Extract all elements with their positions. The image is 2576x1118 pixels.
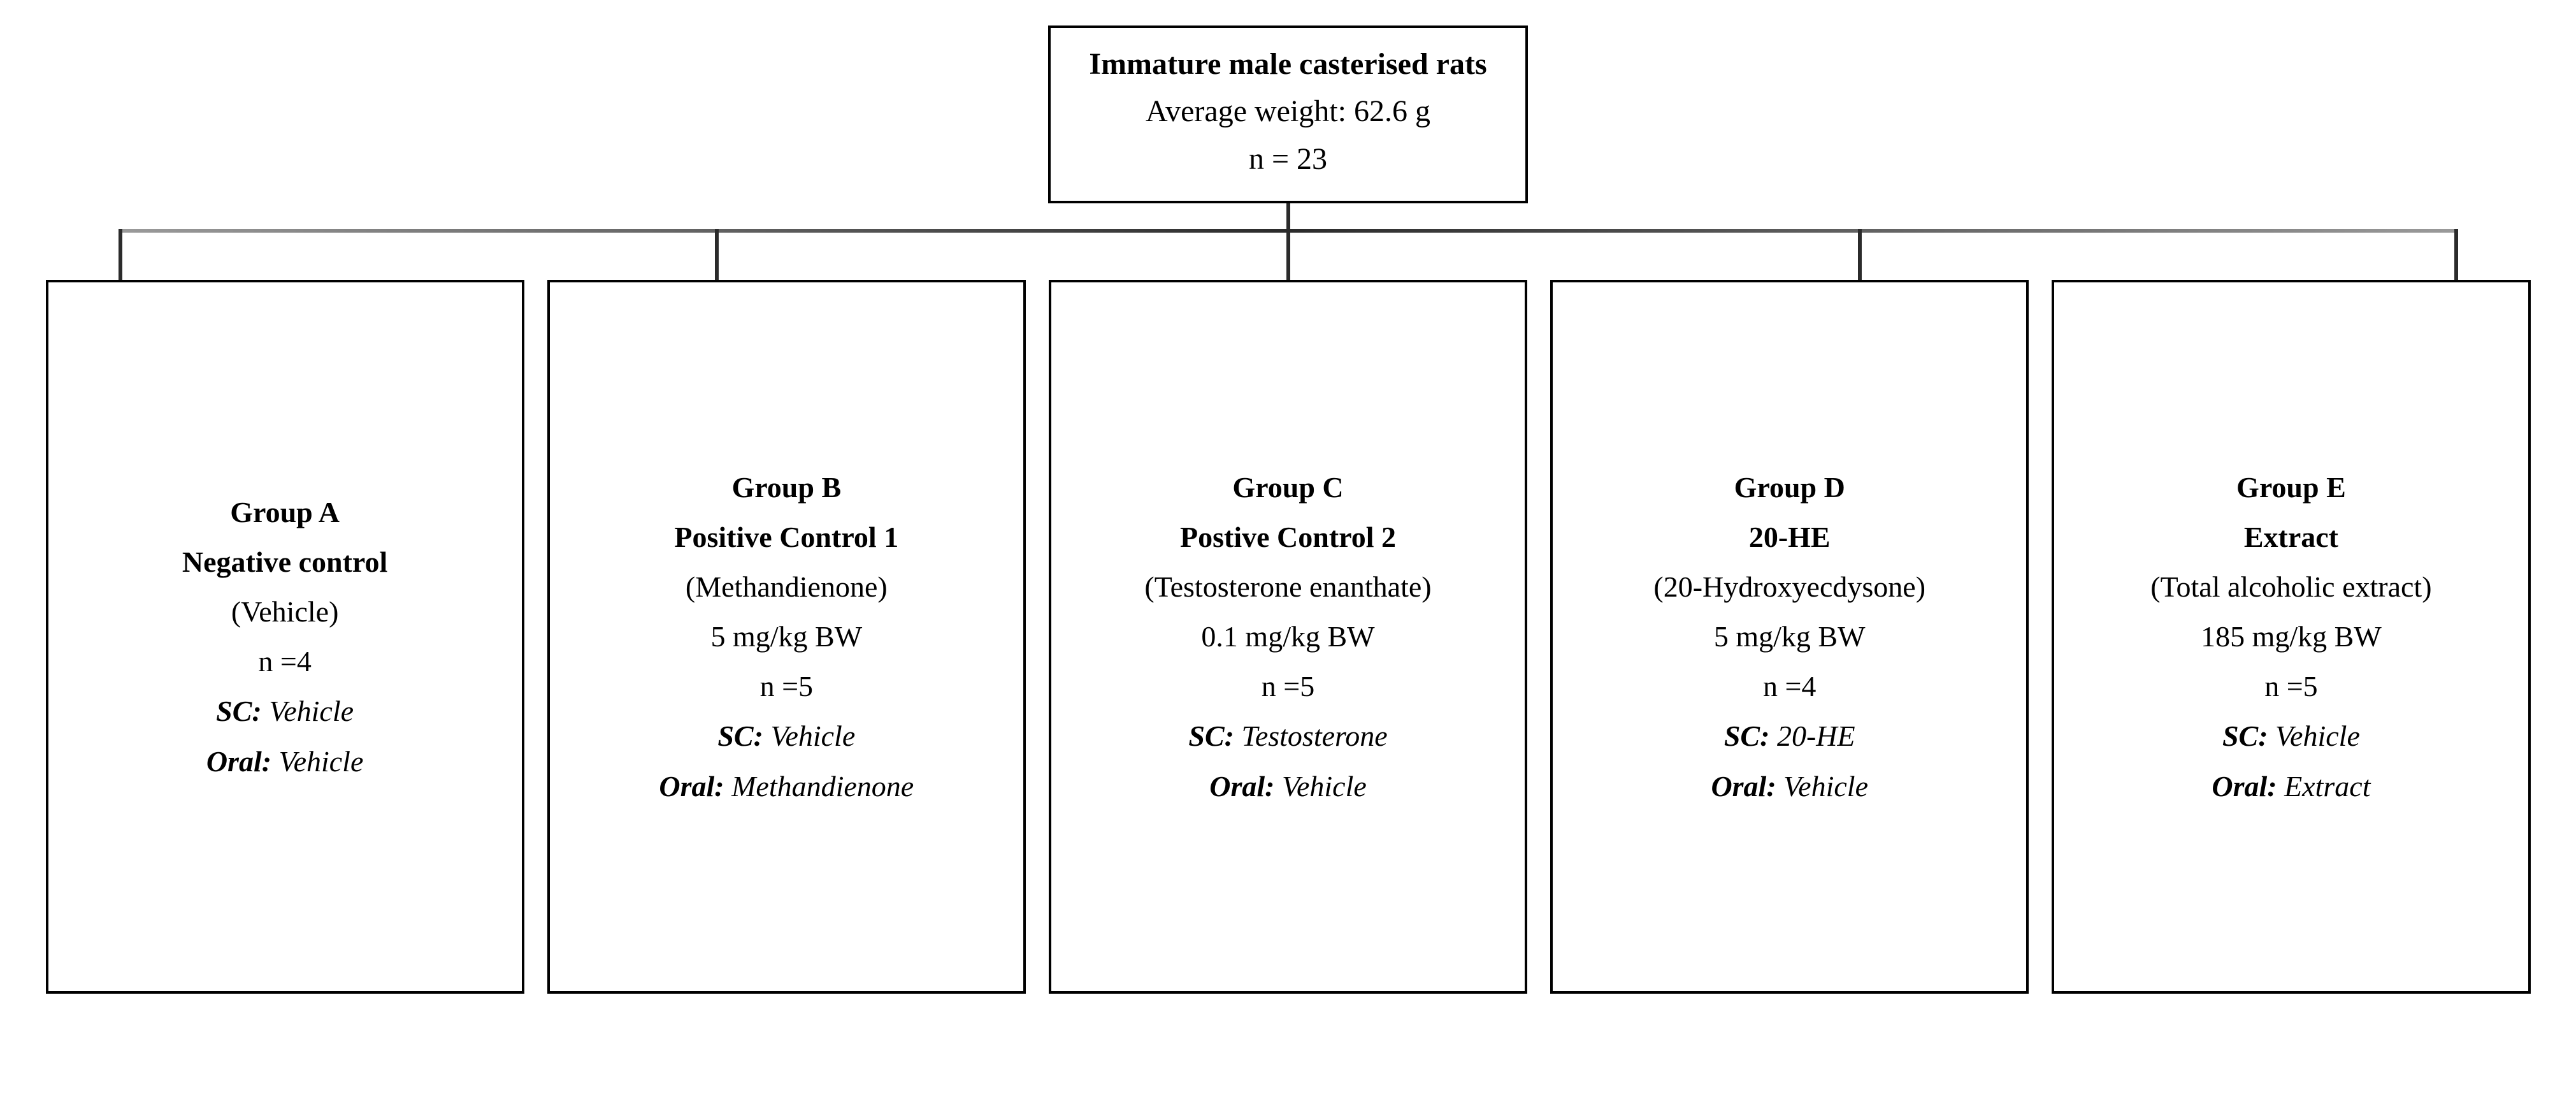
group-name: Group C	[1232, 463, 1343, 512]
group-node-a: Group A Negative control (Vehicle) n =4 …	[46, 280, 524, 994]
group-role: Negative control	[182, 537, 387, 587]
group-oral: Oral: Vehicle	[1209, 762, 1367, 811]
connector-stem	[1286, 203, 1290, 229]
sc-value: Testosterone	[1234, 720, 1388, 752]
group-n: n =5	[2264, 662, 2317, 711]
sc-label: SC:	[717, 720, 763, 752]
connector	[46, 203, 2531, 280]
oral-value: Vehicle	[1776, 770, 1868, 802]
sc-label: SC:	[1724, 720, 1770, 752]
oral-value: Vehicle	[1274, 770, 1366, 802]
children-row: Group A Negative control (Vehicle) n =4 …	[46, 280, 2531, 994]
group-substance: (Total alcoholic extract)	[2150, 562, 2431, 612]
oral-label: Oral:	[1711, 770, 1776, 802]
connector-drop	[2454, 229, 2458, 280]
connector-drop	[715, 229, 719, 280]
group-role: 20-HE	[1749, 512, 1831, 562]
sc-value: Vehicle	[2268, 720, 2360, 752]
sc-label: SC:	[216, 695, 262, 727]
oral-value: Extract	[2277, 770, 2371, 802]
group-oral: Oral: Extract	[2212, 762, 2370, 811]
sc-label: SC:	[2222, 720, 2268, 752]
group-oral: Oral: Vehicle	[1711, 762, 1868, 811]
group-role: Postive Control 2	[1180, 512, 1396, 562]
oral-label: Oral:	[659, 770, 724, 802]
group-substance: (Vehicle)	[231, 587, 339, 637]
group-substance: (20-Hydroxyecdysone)	[1653, 562, 1925, 612]
group-substance: (Methandienone)	[686, 562, 888, 612]
oral-value: Methandienone	[724, 770, 914, 802]
oral-label: Oral:	[1209, 770, 1274, 802]
group-role: Positive Control 1	[674, 512, 898, 562]
group-dose: 5 mg/kg BW	[710, 612, 862, 662]
group-node-b: Group B Positive Control 1 (Methandienon…	[547, 280, 1026, 994]
root-n-line: n = 23	[1089, 136, 1486, 183]
study-design-diagram: Immature male casterised rats Average we…	[46, 25, 2531, 994]
oral-value: Vehicle	[271, 745, 363, 778]
group-dose: 0.1 mg/kg BW	[1201, 612, 1374, 662]
group-sc: SC: 20-HE	[1724, 711, 1855, 761]
root-title: Immature male casterised rats	[1089, 41, 1486, 88]
group-oral: Oral: Vehicle	[206, 737, 364, 787]
sc-value: Vehicle	[262, 695, 354, 727]
group-dose: 5 mg/kg BW	[1714, 612, 1866, 662]
group-name: Group B	[731, 463, 841, 512]
oral-label: Oral:	[2212, 770, 2277, 802]
group-node-c: Group C Postive Control 2 (Testosterone …	[1049, 280, 1527, 994]
group-node-d: Group D 20-HE (20-Hydroxyecdysone) 5 mg/…	[1550, 280, 2029, 994]
connector-drop	[1286, 229, 1290, 280]
oral-label: Oral:	[206, 745, 271, 778]
group-substance: (Testosterone enanthate)	[1144, 562, 1431, 612]
group-name: Group E	[2236, 463, 2346, 512]
group-n: n =4	[258, 637, 311, 686]
group-node-e: Group E Extract (Total alcoholic extract…	[2052, 280, 2530, 994]
group-sc: SC: Testosterone	[1188, 711, 1387, 761]
group-oral: Oral: Methandienone	[659, 762, 914, 811]
group-role: Extract	[2244, 512, 2338, 562]
root-node: Immature male casterised rats Average we…	[1048, 25, 1527, 203]
group-name: Group A	[230, 488, 340, 537]
sc-value: 20-HE	[1769, 720, 1855, 752]
group-dose: 185 mg/kg BW	[2201, 612, 2382, 662]
group-n: n =5	[760, 662, 813, 711]
sc-label: SC:	[1188, 720, 1234, 752]
group-sc: SC: Vehicle	[216, 686, 354, 736]
connector-drop	[119, 229, 122, 280]
group-n: n =4	[1763, 662, 1816, 711]
group-n: n =5	[1262, 662, 1314, 711]
group-sc: SC: Vehicle	[2222, 711, 2360, 761]
group-name: Group D	[1734, 463, 1845, 512]
group-sc: SC: Vehicle	[717, 711, 855, 761]
root-weight-line: Average weight: 62.6 g	[1089, 88, 1486, 135]
sc-value: Vehicle	[763, 720, 855, 752]
connector-drop	[1858, 229, 1862, 280]
